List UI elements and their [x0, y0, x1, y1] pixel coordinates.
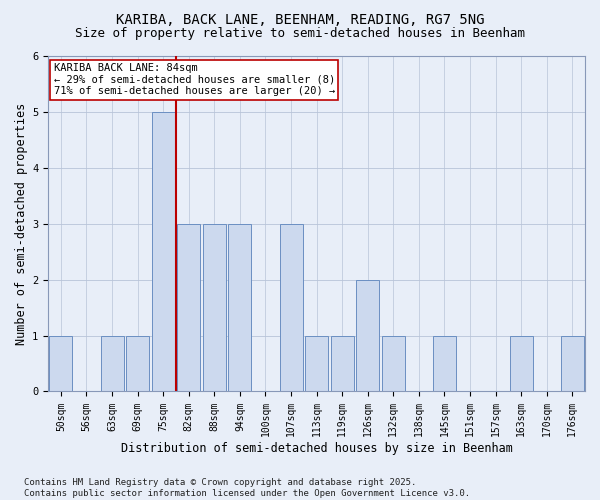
Bar — [101, 336, 124, 392]
Bar — [280, 224, 302, 392]
Bar — [203, 224, 226, 392]
Text: Contains HM Land Registry data © Crown copyright and database right 2025.
Contai: Contains HM Land Registry data © Crown c… — [24, 478, 470, 498]
Bar — [382, 336, 405, 392]
Text: KARIBA BACK LANE: 84sqm
← 29% of semi-detached houses are smaller (8)
71% of sem: KARIBA BACK LANE: 84sqm ← 29% of semi-de… — [53, 63, 335, 96]
X-axis label: Distribution of semi-detached houses by size in Beenham: Distribution of semi-detached houses by … — [121, 442, 512, 455]
Bar — [433, 336, 456, 392]
Y-axis label: Number of semi-detached properties: Number of semi-detached properties — [15, 103, 28, 345]
Text: KARIBA, BACK LANE, BEENHAM, READING, RG7 5NG: KARIBA, BACK LANE, BEENHAM, READING, RG7… — [116, 12, 484, 26]
Bar — [126, 336, 149, 392]
Bar — [356, 280, 379, 392]
Bar — [49, 336, 73, 392]
Bar — [152, 112, 175, 392]
Bar — [177, 224, 200, 392]
Bar — [229, 224, 251, 392]
Bar — [509, 336, 533, 392]
Bar — [331, 336, 353, 392]
Text: Size of property relative to semi-detached houses in Beenham: Size of property relative to semi-detach… — [75, 28, 525, 40]
Bar — [561, 336, 584, 392]
Bar — [305, 336, 328, 392]
